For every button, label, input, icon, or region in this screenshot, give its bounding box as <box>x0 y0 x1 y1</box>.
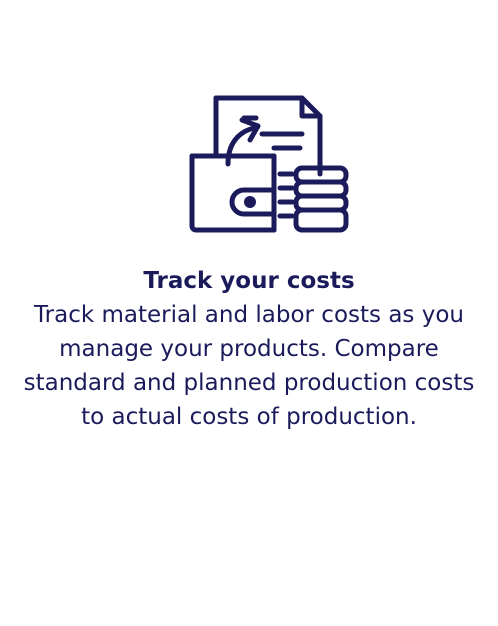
wallet-invoice-coins-icon <box>182 90 352 242</box>
feature-title: Track your costs <box>143 268 355 294</box>
feature-text: Track your costs Track material and labo… <box>20 264 478 434</box>
feature-description: Track material and labor costs as you ma… <box>23 302 475 430</box>
